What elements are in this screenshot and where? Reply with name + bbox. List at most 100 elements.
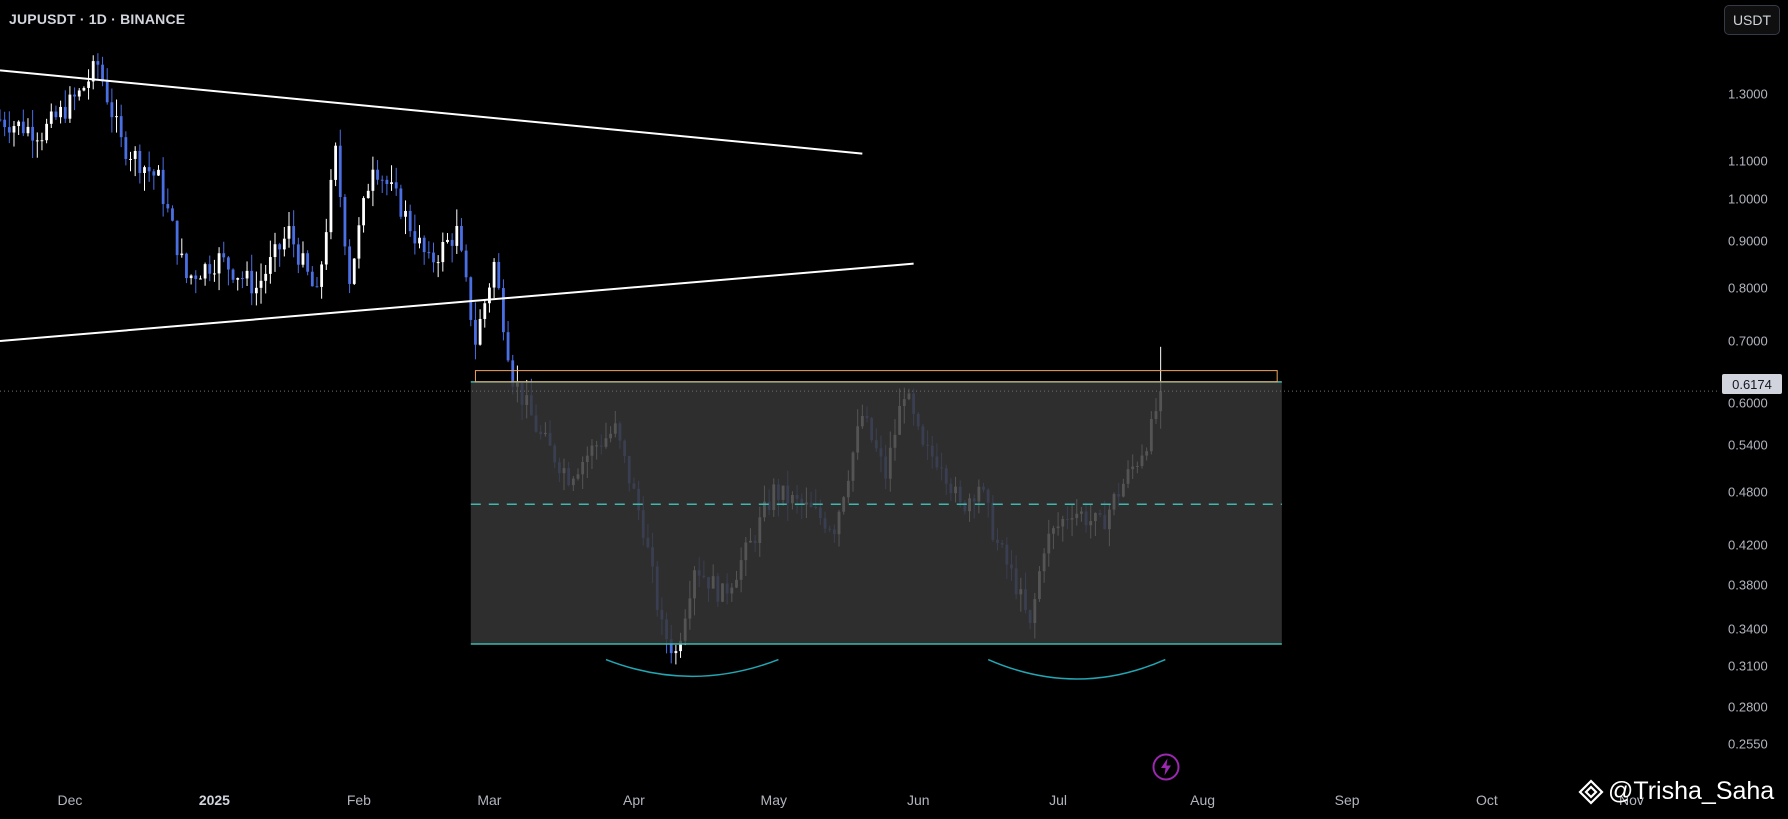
candle <box>157 165 160 176</box>
candle <box>152 169 156 190</box>
candle-body <box>380 179 384 181</box>
candle-body <box>35 140 39 142</box>
candle-body <box>301 253 305 265</box>
candle-body <box>464 250 468 278</box>
time-tick-label: Oct <box>1476 792 1498 808</box>
candle <box>35 132 39 158</box>
price-tick-label: 0.7000 <box>1728 333 1768 349</box>
candle <box>348 239 351 294</box>
price-tick-label: 0.8000 <box>1728 280 1768 296</box>
candle-body <box>357 225 361 259</box>
candle-body <box>40 140 44 142</box>
candle <box>436 255 440 278</box>
candle-body <box>0 119 2 121</box>
candle <box>278 242 282 267</box>
candle <box>236 277 240 291</box>
candle-body <box>278 244 282 250</box>
candle-body <box>91 61 95 82</box>
candle <box>166 188 170 213</box>
candle-body <box>189 275 193 279</box>
candle-body <box>82 87 86 91</box>
candle-body <box>31 126 35 141</box>
candle-body <box>329 179 333 233</box>
candle-body <box>422 237 426 253</box>
candle <box>334 142 338 187</box>
candle-body <box>497 261 501 289</box>
candle-body <box>413 231 417 244</box>
candle-body <box>315 286 319 288</box>
price-tick-label: 0.2800 <box>1728 699 1768 715</box>
candle-body <box>194 275 198 279</box>
candle-body <box>488 287 491 304</box>
price-tick-label: 0.6000 <box>1728 395 1768 411</box>
candle-body <box>63 106 67 119</box>
candle <box>250 254 254 306</box>
candle <box>320 261 324 299</box>
candle <box>306 250 310 276</box>
candle-body <box>385 179 389 185</box>
candle <box>408 204 412 237</box>
candle-body <box>338 145 342 198</box>
candle <box>338 129 342 208</box>
chart-drawings <box>0 69 1282 680</box>
candle <box>506 321 510 363</box>
candle <box>418 225 421 249</box>
price-tick-label: 0.4800 <box>1728 484 1768 500</box>
candle <box>310 266 314 287</box>
candle <box>674 644 678 665</box>
symbol-title[interactable]: JUPUSDT · 1D · BINANCE <box>9 11 186 27</box>
candle <box>59 100 62 124</box>
candle <box>115 99 118 133</box>
candle <box>231 268 235 284</box>
candle <box>315 277 319 288</box>
candle <box>222 241 226 263</box>
candle <box>119 104 123 148</box>
candle-body <box>427 252 431 254</box>
candle-body <box>511 360 515 387</box>
candle <box>385 175 389 196</box>
candle-body <box>231 269 235 280</box>
watermark-text: @Trisha_Saha <box>1608 777 1775 805</box>
candle <box>180 238 184 258</box>
candle-body <box>343 197 347 247</box>
replay-lightning-icon[interactable] <box>1152 753 1180 781</box>
time-tick-label: Apr <box>623 792 645 808</box>
candle-body <box>669 639 673 654</box>
candle <box>40 132 44 151</box>
candle <box>492 258 496 299</box>
candle-body <box>152 171 156 176</box>
candle-body <box>250 270 254 294</box>
candle-body <box>199 278 202 280</box>
candle-body <box>446 239 449 243</box>
time-tick-label: Jun <box>906 792 930 808</box>
candle-body <box>334 145 338 180</box>
candle-body <box>506 332 510 361</box>
candle <box>161 157 165 217</box>
candle-body <box>268 257 272 274</box>
candle-body <box>362 198 365 226</box>
candle-body <box>26 126 30 134</box>
candle <box>399 184 403 220</box>
candle-body <box>492 261 496 288</box>
last-price-label: 0.6174 <box>1722 374 1782 394</box>
candle <box>394 167 398 196</box>
currency-button[interactable]: USDT <box>1724 5 1780 35</box>
candle <box>432 242 435 273</box>
candle-body <box>441 242 445 263</box>
candle <box>49 103 53 129</box>
candle <box>101 56 104 87</box>
price-tick-label: 0.4200 <box>1728 537 1768 553</box>
candle-body <box>175 220 179 256</box>
candle-body <box>227 257 230 270</box>
candle-body <box>502 288 505 333</box>
time-tick-label: Nov <box>1618 792 1644 808</box>
candle <box>292 210 296 258</box>
candle <box>208 255 212 282</box>
price-tick-label: 0.3400 <box>1728 621 1768 637</box>
candle-body <box>478 318 482 345</box>
candle-body <box>213 273 216 275</box>
candle-body <box>296 244 300 265</box>
candle <box>87 69 90 100</box>
candle-body <box>119 116 123 138</box>
